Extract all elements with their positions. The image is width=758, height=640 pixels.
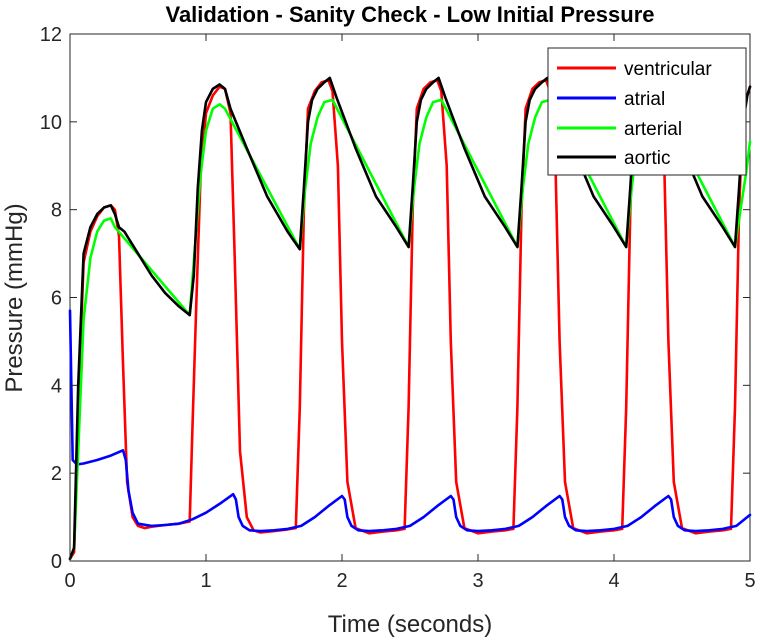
y-tick-label: 0	[51, 551, 62, 573]
x-tick-label: 5	[744, 570, 755, 592]
legend-label-atrial: atrial	[624, 89, 665, 110]
legend-label-arterial: arterial	[624, 119, 682, 140]
y-tick-label: 10	[40, 112, 62, 134]
x-axis-label: Time (seconds)	[328, 611, 492, 638]
chart-title: Validation - Sanity Check - Low Initial …	[165, 2, 654, 27]
y-tick-label: 8	[51, 200, 62, 222]
legend-label-ventricular: ventricular	[624, 59, 712, 80]
x-tick-label: 0	[64, 570, 75, 592]
x-tick-label: 4	[608, 570, 619, 592]
x-tick-label: 2	[336, 570, 347, 592]
legend-label-aortic: aortic	[624, 148, 670, 169]
series-line-atrial	[68, 309, 752, 533]
y-axis-label: Pressure (mmHg)	[1, 203, 28, 392]
legend: ventricular atrial arterial aortic	[547, 47, 747, 176]
x-tick-label: 3	[472, 570, 483, 592]
y-tick-label: 6	[51, 288, 62, 310]
y-tick-label: 12	[40, 24, 62, 46]
x-tick-label: 1	[200, 570, 211, 592]
y-tick-label: 2	[51, 463, 62, 485]
y-tick-label: 4	[51, 375, 62, 397]
